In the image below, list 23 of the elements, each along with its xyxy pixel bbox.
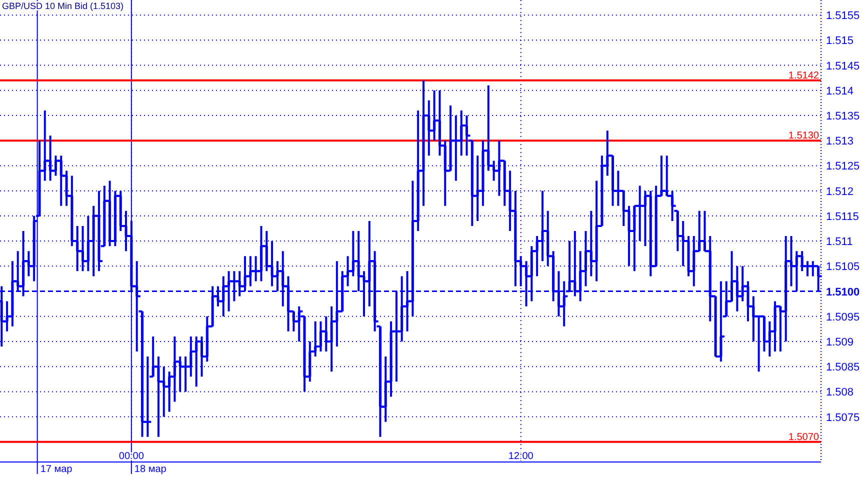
y-tick-label: 1.5105 — [826, 261, 860, 274]
y-tick-label: 1.511 — [826, 236, 853, 248]
ref-line-label: 1.5100 — [826, 286, 860, 298]
y-tick-label: 1.508 — [826, 386, 854, 399]
ref-line-label: 1.5130 — [788, 130, 820, 142]
y-tick-label: 1.5115 — [826, 210, 859, 223]
y-tick-label: 1.5155 — [826, 10, 860, 22]
ref-line-label: 18 мар — [134, 464, 167, 475]
y-tick-label: 1.5085 — [826, 362, 860, 374]
y-tick-label: 1.5135 — [826, 110, 860, 122]
y-tick-label: 1.5145 — [826, 60, 860, 72]
ref-line-label: 1.5142 — [788, 70, 820, 82]
y-tick-label: 1.515 — [826, 35, 854, 48]
y-tick-label: 1.5095 — [826, 311, 860, 324]
y-tick-label: 1.514 — [826, 85, 854, 98]
y-tick-label: 1.5075 — [826, 412, 860, 424]
y-tick-label: 1.509 — [826, 336, 854, 348]
y-tick-label: 1.513 — [826, 136, 854, 148]
ref-line-label: 17 мар — [40, 464, 73, 475]
x-tick-label: 12:00 — [508, 451, 534, 462]
y-tick-label: 1.5125 — [826, 160, 860, 173]
ref-line-label: 1.5070 — [788, 432, 820, 443]
y-tick-label: 1.512 — [826, 186, 854, 198]
